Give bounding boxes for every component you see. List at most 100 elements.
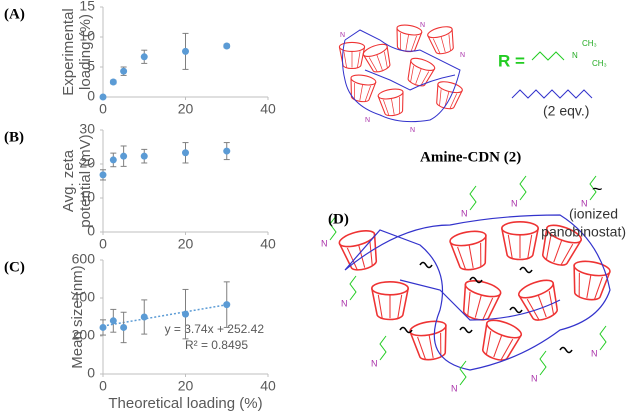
drug-mark xyxy=(519,266,533,274)
polymer-chain xyxy=(399,279,561,321)
crosslinker xyxy=(511,89,593,99)
cyclodextrin-rib xyxy=(545,236,552,260)
cyclodextrin-rib xyxy=(420,71,430,86)
cyclodextrin xyxy=(542,224,583,266)
cyclodextrin-rib xyxy=(537,294,547,318)
point xyxy=(120,67,128,75)
polymer-chain xyxy=(364,69,456,91)
cyclodextrin-rim xyxy=(449,230,487,247)
y-tick-label: 0 xyxy=(87,365,95,381)
cyclodextrin-rib xyxy=(383,99,390,116)
point xyxy=(223,42,231,50)
cyclodextrin-rib xyxy=(439,89,442,106)
amine-label: N xyxy=(461,208,468,218)
amine-label: N xyxy=(460,52,465,59)
cyclodextrin-rib xyxy=(359,84,363,101)
cyclodextrin-rib xyxy=(346,247,358,270)
point xyxy=(182,47,189,55)
methyl-label: CH₃ xyxy=(592,59,607,68)
cyclodextrin-rim xyxy=(362,43,388,57)
y-axis-label: Experimental xyxy=(60,8,77,96)
cyclodextrin xyxy=(436,81,463,110)
cyclodextrin-rib xyxy=(480,242,482,267)
x-axis-label: Theoretical loading (%) xyxy=(108,395,262,411)
cyclodextrin-body xyxy=(436,83,463,110)
point xyxy=(120,152,128,160)
y-axis-label: Avg. zeta xyxy=(60,149,77,212)
amine-arm xyxy=(599,325,607,351)
y-tick-label: 200 xyxy=(72,327,96,343)
drug-mark xyxy=(469,276,483,284)
drug-mark xyxy=(509,306,523,314)
cyclodextrin-rib xyxy=(553,239,563,263)
y-tick-label: 10 xyxy=(79,28,95,44)
cyclodextrin-rib xyxy=(448,34,451,51)
cyclodextrin-rib xyxy=(405,34,409,51)
cyclodextrin-body xyxy=(462,283,502,321)
cyclodextrin-rib xyxy=(467,291,471,316)
cyclodextrin-body xyxy=(501,228,539,261)
x-tick-label: 40 xyxy=(260,101,276,117)
trend-equation: y = 3.74x + 252.42 xyxy=(165,322,265,336)
amine-arm xyxy=(349,275,357,301)
cyclodextrin-rib xyxy=(586,274,592,299)
point xyxy=(223,147,231,155)
amine-label: N xyxy=(511,198,518,208)
cyclodextrin-body xyxy=(338,46,366,70)
amine-arm xyxy=(469,185,477,211)
panel-label: (A) xyxy=(4,6,25,22)
cyclodextrin-rib xyxy=(397,294,403,319)
cyclodextrin-body xyxy=(573,265,611,301)
cyclodextrin xyxy=(407,57,436,87)
cyclodextrin xyxy=(462,280,502,321)
cyclodextrin-rib xyxy=(354,83,356,100)
y-tick-label: 0 xyxy=(87,223,95,239)
cyclodextrin-rib xyxy=(548,291,555,315)
cyclodextrin-rib xyxy=(357,51,361,68)
amine-label: N xyxy=(451,383,458,393)
cyclodextrin-rib xyxy=(398,97,400,114)
cyclodextrin-rib xyxy=(364,85,371,102)
y-axis-label: Mean size (nm) xyxy=(69,265,86,368)
drug-mark xyxy=(399,326,413,334)
point xyxy=(109,317,117,325)
cyclodextrin xyxy=(350,74,377,103)
cyclodextrin-rim xyxy=(377,88,404,100)
drug-label: panobinostat) xyxy=(541,224,626,240)
cyclodextrin-body xyxy=(518,282,558,321)
methyl-label: CH₃ xyxy=(582,39,597,48)
drug-label: (ionized xyxy=(569,206,618,222)
cyclodextrin xyxy=(573,260,611,301)
amine-label: N xyxy=(365,117,370,124)
amine-label: N xyxy=(410,127,415,134)
cyclodextrin-rib xyxy=(428,334,434,359)
cyclodextrin-rib xyxy=(527,234,533,259)
y-tick-label: 30 xyxy=(79,121,95,137)
amine-arm xyxy=(519,175,527,201)
cyclodextrin-rib xyxy=(432,38,441,54)
cyclodextrin-rib xyxy=(410,35,417,52)
cyclodextrin-rim xyxy=(396,24,423,36)
cyclodextrin xyxy=(338,41,366,70)
cyclodextrin-rib xyxy=(578,272,580,297)
point xyxy=(109,156,117,164)
x-tick-label: 20 xyxy=(178,101,194,117)
cyclodextrin-rib xyxy=(526,298,540,321)
y-tick-label: 20 xyxy=(79,155,95,171)
polymer-chain xyxy=(342,29,461,123)
cyclodextrin-rib xyxy=(377,294,383,319)
panel-label: (B) xyxy=(4,129,24,145)
r-group xyxy=(531,51,565,61)
cyclodextrin-rib xyxy=(500,338,514,361)
cyclodextrin-rib xyxy=(560,243,574,266)
cyclodextrin-rib xyxy=(482,297,494,320)
amine-label: N xyxy=(340,32,345,39)
x-tick-label: 0 xyxy=(99,378,107,394)
cyclodextrin-body xyxy=(350,77,377,103)
panel-label: (D) xyxy=(328,211,349,227)
amine-label: N xyxy=(341,298,348,308)
cyclodextrin-rib xyxy=(358,244,366,268)
x-tick-label: 0 xyxy=(99,101,107,117)
point xyxy=(182,310,189,318)
